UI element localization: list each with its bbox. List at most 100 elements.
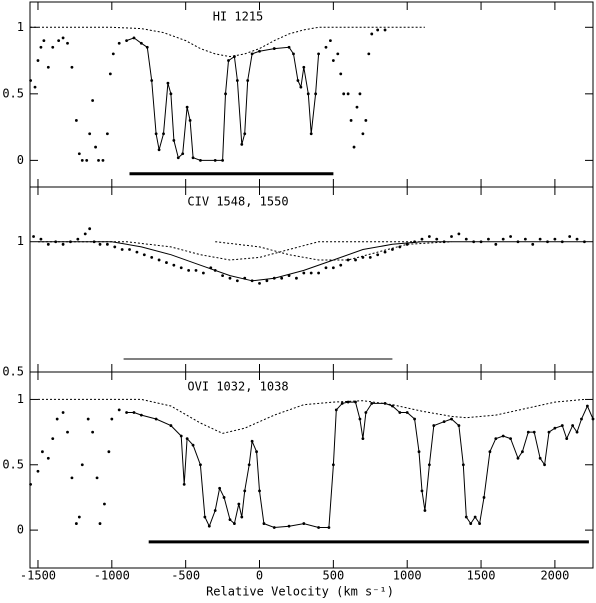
panel-title: HI 1215 [213,10,264,24]
data-point [346,92,350,96]
x-tick-label: 0 [256,569,263,583]
data-point [352,145,356,149]
data-point [287,274,291,277]
data-point [105,242,109,246]
data-point [201,271,205,275]
data-point [110,417,114,421]
data-point [398,245,402,249]
data-point [69,240,72,244]
x-tick-label: 2000 [540,569,569,583]
data-point [413,240,416,244]
x-tick-label: -1000 [94,569,130,583]
x-tick-label: 500 [323,569,345,583]
x-tick-label: 1000 [393,569,422,583]
continuum [38,241,422,261]
data-point [560,240,564,244]
data-point [258,282,261,285]
data-point [125,411,128,414]
data-point [358,92,362,96]
data-point [361,255,365,259]
data-point [302,271,306,275]
data-point [383,28,387,32]
data-point [94,145,97,149]
x-axis-label: Relative Velocity (km s⁻¹) [206,585,394,599]
data-point [250,279,254,283]
data-point [54,240,58,244]
data-point [568,235,572,238]
data-point [361,132,365,136]
data-point [46,242,50,246]
data-point [538,237,542,241]
data-point [91,99,95,102]
data-point [472,240,476,244]
data-point [243,276,247,280]
data-point [80,463,84,467]
data-point [70,476,74,480]
data-point [77,515,81,519]
data-point [368,255,372,259]
data-point [355,105,359,109]
data-point [76,237,80,241]
data-point [98,242,102,246]
panel-title: CIV 1548, 1550 [187,195,288,209]
data-point [150,255,154,259]
y-tick-label: 0 [17,153,24,167]
y-tick-label: 1 [17,392,24,406]
data-point [157,258,161,262]
x-tick-label: -1500 [20,569,56,583]
data-point [41,450,44,454]
data-point [324,266,328,270]
data-point [39,45,43,49]
data-point [228,276,232,280]
data-point [376,28,380,32]
continuum [38,398,585,434]
data-point [370,32,374,36]
data-point [172,263,176,267]
data-point [531,242,535,246]
data-point [101,158,105,162]
fit-line [126,401,594,529]
data-point [494,242,498,246]
y-tick-label: 0.5 [2,457,24,471]
data-point [354,258,357,262]
data-point [61,411,65,414]
data-point [29,79,32,82]
y-tick-label: 0.5 [2,86,24,100]
data-point [36,59,40,62]
data-point [66,430,69,434]
panel-frame [29,371,594,569]
data-point [117,41,121,45]
data-point [142,253,146,257]
panel-frame [29,1,594,188]
fit-line [38,241,585,282]
data-point [295,276,298,280]
data-point [553,237,557,241]
data-point [583,240,586,244]
data-point [57,39,61,42]
data-point [92,240,96,244]
data-point [331,59,335,62]
data-point [342,92,346,96]
data-point [74,522,78,525]
data-point [272,276,276,280]
data-point [575,237,579,241]
data-point [97,158,100,162]
data-point [117,408,121,412]
data-point [235,279,239,283]
y-tick-label: 1 [17,20,24,34]
data-point [324,45,328,49]
data-point [435,237,439,241]
data-point [523,237,527,241]
data-point [487,237,490,241]
x-tick-label: -500 [171,569,200,583]
data-point [107,450,111,454]
data-point [179,266,183,270]
data-point [46,456,50,460]
data-point [103,502,106,506]
data-point [546,240,549,244]
data-point [46,65,50,69]
data-point [309,271,313,275]
data-point [509,235,512,238]
data-point [280,276,284,280]
data-point [213,268,217,272]
